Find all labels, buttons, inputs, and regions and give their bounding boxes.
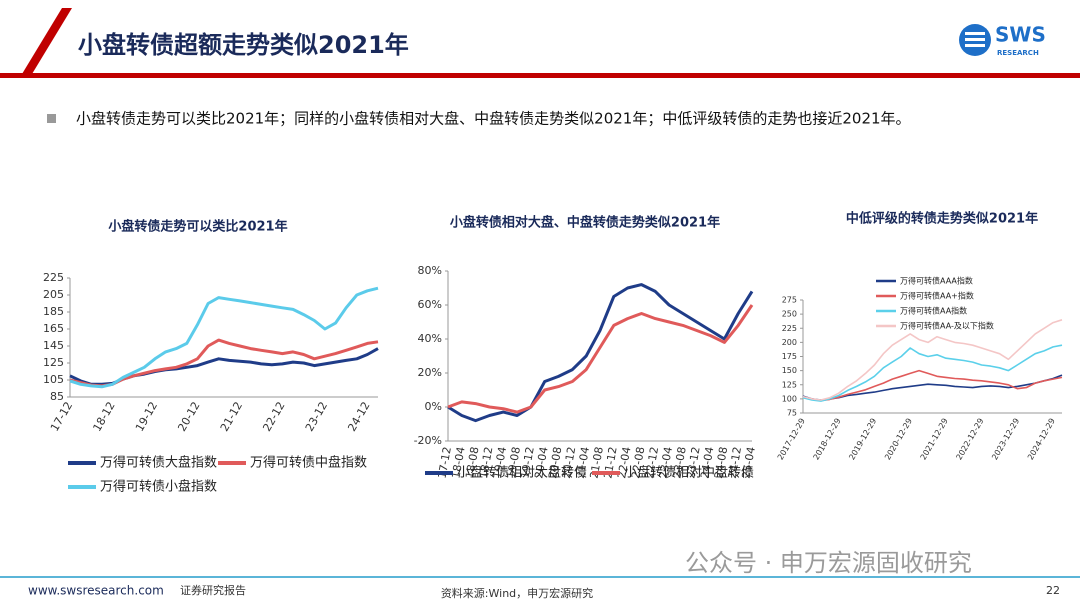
series-line — [447, 304, 754, 414]
y-tick-label: 145 — [43, 339, 64, 352]
y-tick-label: 40% — [418, 332, 442, 345]
x-tick-label: 18-08 — [463, 446, 481, 480]
y-tick-label: -20% — [414, 434, 442, 447]
legend-label: 万得可转债AA指数 — [900, 306, 967, 316]
legend-label: 小盘转债相对大盘转债 — [457, 465, 587, 481]
footer-website: www.swsresearch.com — [28, 584, 164, 598]
x-tick-label: 18-04 — [449, 446, 467, 480]
y-tick-label: 150 — [782, 366, 797, 375]
x-tick-label: 20-12 — [560, 446, 578, 480]
legend-label: 小盘转债相对中盘转债 — [624, 465, 754, 481]
x-tick-label: 23-04 — [657, 446, 675, 480]
y-tick-label: 225 — [782, 324, 797, 333]
x-tick-label: 19-12 — [518, 446, 536, 480]
y-tick-label: 185 — [43, 305, 64, 318]
header-rule — [0, 73, 1080, 78]
series-line — [802, 319, 1063, 401]
logo-icon-line — [965, 38, 985, 41]
y-tick-label: 100 — [782, 394, 797, 403]
legend-label: 万得可转债大盘指数 — [100, 455, 217, 471]
x-tick-label: 23-08 — [670, 446, 688, 480]
y-tick-label: 175 — [782, 352, 797, 361]
x-tick-label: 24-08 — [712, 446, 730, 480]
x-tick-label: 22-08 — [629, 446, 647, 480]
y-tick-label: 105 — [43, 373, 64, 386]
y-tick-label: 225 — [43, 271, 64, 284]
y-tick-label: 165 — [43, 322, 64, 335]
legend-label: 万得可转债AA+指数 — [900, 291, 974, 301]
x-tick-label: 21-04 — [574, 446, 592, 480]
chart-title: 中低评级的转债走势类似2021年 — [846, 211, 1038, 227]
x-tick-label: 20-04 — [532, 446, 550, 480]
logo-icon-line — [965, 44, 985, 47]
bullet-text: 小盘转债走势可以类比2021年；同样的小盘转债相对大盘、中盘转债走势类似2021… — [76, 110, 911, 128]
x-tick-label: 19-04 — [491, 446, 509, 480]
x-tick-label: 18-12 — [477, 446, 495, 480]
series-line — [447, 283, 754, 423]
y-tick-label: 60% — [418, 298, 442, 311]
y-tick-label: 75 — [787, 409, 797, 418]
x-tick-label: 22-12 — [643, 446, 661, 480]
chart-title: 小盘转债走势可以类比2021年 — [108, 219, 287, 235]
y-tick-label: 20% — [418, 366, 442, 379]
x-tick-label: 19-08 — [505, 446, 523, 480]
logo-icon-line — [965, 32, 985, 35]
y-tick-label: 250 — [782, 310, 797, 319]
logo-subtext: RESEARCH — [997, 49, 1039, 57]
x-tick-label: 20-08 — [546, 446, 564, 480]
y-tick-label: 125 — [43, 356, 64, 369]
chart-title: 小盘转债相对大盘、中盘转债走势类似2021年 — [450, 215, 720, 231]
footer-label: 证券研究报告 — [180, 583, 246, 597]
x-tick-label: 24-12 — [726, 446, 744, 480]
y-tick-label: 200 — [782, 338, 797, 347]
x-tick-label: 24-04 — [698, 446, 716, 480]
slide-title: 小盘转债超额走势类似2021年 — [78, 31, 409, 59]
series-line — [69, 286, 379, 389]
legend-label: 万得可转债中盘指数 — [250, 455, 367, 471]
y-tick-label: 275 — [782, 296, 797, 305]
series-line — [802, 369, 1063, 402]
footer-source: 资料来源:Wind，申万宏源研究 — [441, 586, 593, 600]
series-line — [802, 344, 1063, 402]
x-tick-label: 23-12 — [684, 446, 702, 480]
y-tick-label: 80% — [418, 264, 442, 277]
header-stripe — [22, 8, 72, 74]
series-line — [802, 374, 1063, 401]
legend-label: 万得可转债AA-及以下指数 — [900, 321, 994, 331]
y-tick-label: 0% — [425, 400, 442, 413]
x-tick-label: 25-04 — [740, 446, 758, 480]
logo-text: SWS — [995, 23, 1046, 47]
y-tick-label: 205 — [43, 288, 64, 301]
legend-label: 万得可转债AAA指数 — [900, 276, 973, 286]
y-tick-label: 85 — [50, 390, 64, 403]
footer-rule — [0, 576, 1080, 578]
watermark: 公众号 · 申万宏源固收研究 — [685, 549, 972, 577]
page-number: 22 — [1046, 584, 1060, 597]
legend-label: 万得可转债小盘指数 — [100, 479, 217, 495]
bullet-marker — [47, 114, 56, 123]
y-tick-label: 125 — [782, 380, 797, 389]
